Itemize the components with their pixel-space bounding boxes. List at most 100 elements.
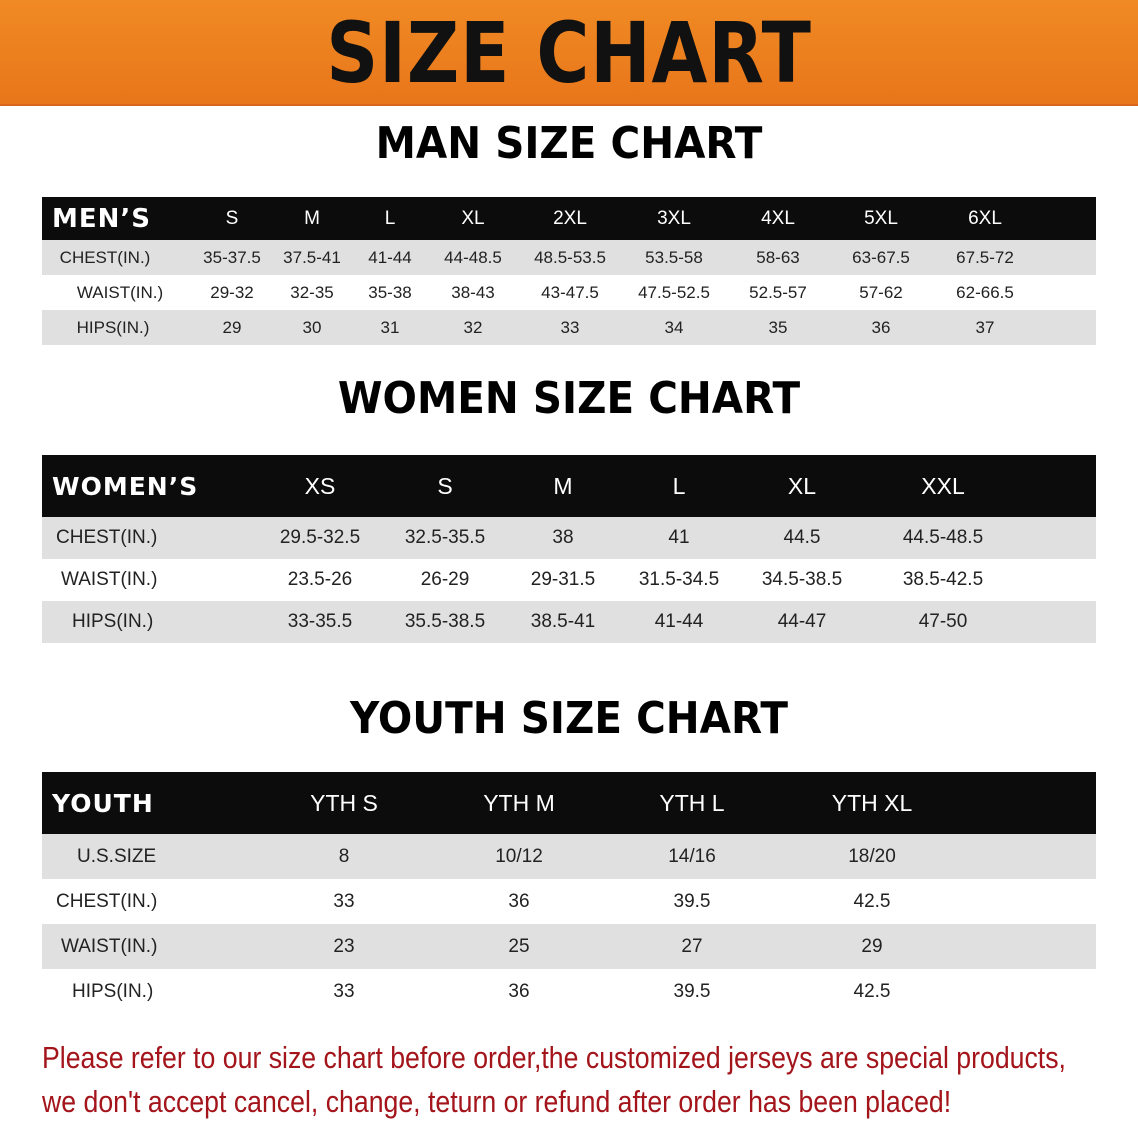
table-row: U.S.SIZE 8 10/12 14/16 18/20	[42, 834, 1096, 879]
row-label: U.S.SIZE	[77, 845, 157, 867]
row-label: HIPS(IN.)	[72, 611, 154, 632]
table-cell: 35.5-38.5	[404, 611, 486, 632]
table-cell: 58-63	[756, 247, 800, 267]
table-cell: 38-43	[451, 282, 495, 302]
table-cell: 41-44	[654, 611, 704, 632]
size-header-l: L	[384, 207, 396, 229]
row-label: WAIST(IN.)	[61, 569, 158, 590]
row-label: CHEST(IN.)	[56, 527, 158, 548]
size-header-m: M	[304, 207, 320, 229]
table-cell: 37	[975, 317, 995, 337]
table-cell: 43-47.5	[541, 282, 599, 302]
table-cell: 34	[664, 317, 684, 337]
order-notice-line-1: Please refer to our size chart before or…	[42, 1040, 1066, 1075]
table-row: CHEST(IN.) 29.5-32.5 32.5-35.5 38 41 44.5 44.5…	[42, 517, 1096, 559]
size-header-6xl: 6XL	[968, 207, 1002, 229]
women-section-title: WOMEN SIZE CHART	[337, 373, 801, 424]
size-header-yth-m: YTH M	[483, 789, 555, 816]
size-header-xxl: XXL	[921, 472, 965, 499]
row-label: CHEST(IN.)	[56, 890, 158, 912]
table-cell: 67.5-72	[956, 247, 1014, 267]
table-cell: 44.5-48.5	[902, 527, 984, 548]
table-cell: 36	[871, 317, 891, 337]
header-label: MEN’S	[52, 203, 151, 234]
table-cell: 14/16	[668, 845, 716, 867]
row-label: CHEST(IN.)	[59, 247, 151, 267]
table-cell: 33	[333, 890, 355, 912]
size-header-5xl: 5XL	[864, 207, 898, 229]
order-notice-line-2: we don't accept cancel, change, teturn o…	[42, 1084, 952, 1119]
table-cell: 33-35.5	[287, 611, 353, 632]
table-cell: 63-67.5	[852, 247, 910, 267]
table-cell: 31	[380, 317, 400, 337]
table-cell: 53.5-58	[645, 247, 703, 267]
table-cell: 27	[681, 935, 703, 957]
table-row: WAIST(IN.) 23 25 27 29	[42, 924, 1096, 969]
table-cell: 38.5-42.5	[902, 569, 984, 590]
table-cell: 31.5-34.5	[638, 569, 720, 590]
table-cell: 33	[560, 317, 580, 337]
table-cell: 38	[552, 527, 574, 548]
table-header-row: YOUTH YTH S YTH M YTH L YTH XL	[42, 772, 1096, 834]
table-row: CHEST(IN.) 33 36 39.5 42.5	[42, 879, 1096, 924]
table-cell: 41	[668, 527, 690, 548]
size-header-2xl: 2XL	[553, 207, 587, 229]
table-cell: 39.5	[673, 980, 711, 1002]
size-header-yth-xl: YTH XL	[831, 789, 913, 816]
table-cell: 38.5-41	[530, 611, 596, 632]
table-cell: 48.5-53.5	[534, 247, 606, 267]
youth-section-title: YOUTH SIZE CHART	[350, 693, 788, 744]
table-cell: 35	[768, 317, 788, 337]
size-header-xs: XS	[304, 472, 336, 499]
table-cell: 42.5	[853, 890, 891, 912]
size-header-s: S	[437, 472, 453, 499]
table-cell: 37.5-41	[283, 247, 341, 267]
table-row: HIPS(IN.) 33 36 39.5 42.5	[42, 969, 1096, 1014]
table-cell: 47.5-52.5	[638, 282, 710, 302]
table-cell: 35-38	[368, 282, 412, 302]
banner: SIZE CHART	[0, 0, 1138, 106]
table-cell: 32.5-35.5	[404, 527, 486, 548]
table-cell: 29-32	[210, 282, 254, 302]
table-cell: 23	[333, 935, 355, 957]
row-label: HIPS(IN.)	[72, 980, 154, 1002]
table-row: CHEST(IN.) 35-37.5 37.5-41 41-44 44-48.5 48.5…	[42, 240, 1096, 275]
table-row: WAIST(IN.) 23.5-26 26-29 29-31.5 31.5-34.5 34…	[42, 559, 1096, 601]
table-cell: 29	[222, 317, 242, 337]
women-size-table: WOMEN’S XS S M L XL XXL CHEST(IN.) 29.5-32.5 32.5…	[42, 455, 1096, 643]
table-cell: 25	[508, 935, 530, 957]
table-cell: 18/20	[848, 845, 896, 867]
men-section-title: MAN SIZE CHART	[375, 118, 763, 169]
size-header-3xl: 3XL	[657, 207, 691, 229]
table-row: WAIST(IN.) 29-32 32-35 35-38 38-43 43-47.5 47.…	[42, 275, 1096, 310]
table-cell: 26-29	[420, 569, 470, 590]
table-cell: 30	[302, 317, 322, 337]
men-size-table: MEN’S S M L XL 2XL 3XL 4XL 5XL 6XL CHEST(IN.) 35-37…	[42, 197, 1096, 345]
size-header-m: M	[553, 472, 573, 499]
table-row: HIPS(IN.) 33-35.5 35.5-38.5 38.5-41 41-44 44-…	[42, 601, 1096, 643]
header-label: YOUTH	[52, 788, 154, 818]
size-header-4xl: 4XL	[761, 207, 795, 229]
size-header-yth-s: YTH S	[310, 789, 378, 816]
table-header-row: WOMEN’S XS S M L XL XXL	[42, 455, 1096, 517]
table-cell: 39.5	[673, 890, 711, 912]
banner-title: SIZE CHART	[326, 4, 812, 102]
table-cell: 44-47	[777, 611, 827, 632]
size-header-xl: XL	[461, 207, 485, 229]
row-label: WAIST(IN.)	[61, 935, 158, 957]
table-cell: 8	[338, 845, 350, 867]
table-cell: 32-35	[290, 282, 334, 302]
size-header-yth-l: YTH L	[659, 789, 725, 816]
order-notice: Please refer to our size chart before or…	[42, 1036, 1117, 1124]
table-cell: 57-62	[859, 282, 903, 302]
table-cell: 44.5	[783, 527, 821, 548]
table-header-row: MEN’S S M L XL 2XL 3XL 4XL 5XL 6XL	[42, 197, 1096, 240]
row-label: HIPS(IN.)	[76, 317, 150, 337]
table-cell: 23.5-26	[287, 569, 353, 590]
table-cell: 10/12	[495, 845, 543, 867]
table-cell: 32	[463, 317, 483, 337]
row-label: WAIST(IN.)	[76, 282, 164, 302]
table-cell: 47-50	[918, 611, 968, 632]
table-cell: 29-31.5	[530, 569, 596, 590]
table-cell: 29.5-32.5	[279, 527, 361, 548]
